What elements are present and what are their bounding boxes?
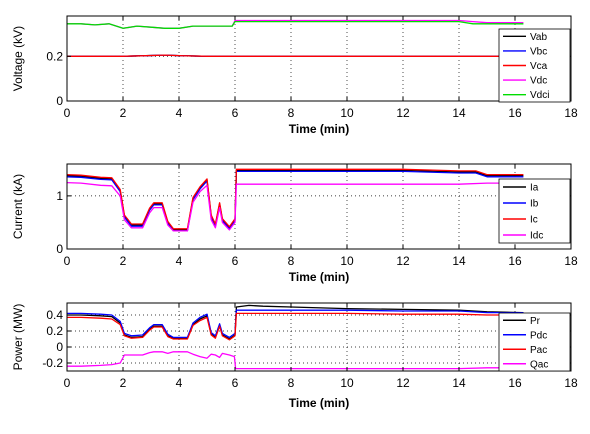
legend-label-pdc: Pdc <box>530 330 547 341</box>
x-tick-label: 6 <box>232 254 239 268</box>
legend-label-vab: Vab <box>530 32 547 43</box>
legend: Pr Pdc Pac Qac <box>498 312 571 372</box>
x-tick-label: 14 <box>452 254 466 268</box>
plot-panel-1: 0 2 4 6 8 10 12 14 16 18 0 0.2 Time (min) Voltage (kV… <box>11 15 578 136</box>
x-tick-label: 16 <box>508 376 522 390</box>
series-group <box>67 19 524 57</box>
legend-label-qac: Qac <box>530 359 548 370</box>
legend: Ia Ib Ic Idc <box>498 178 571 244</box>
x-tick-label: 8 <box>288 106 295 120</box>
x-tick-label: 14 <box>452 106 466 120</box>
axes-frame <box>66 163 572 250</box>
legend-label-pac: Pac <box>530 345 547 356</box>
series-line-pr <box>67 304 524 340</box>
x-tick-label: 6 <box>232 376 239 390</box>
series-line-ic <box>67 168 524 230</box>
series-group <box>67 168 524 232</box>
plot-area <box>67 303 571 371</box>
x-tick-label: 18 <box>564 106 578 120</box>
y-tick-label: 0 <box>56 242 63 256</box>
x-tick-label: 10 <box>340 254 354 268</box>
legend-label-idc: Idc <box>530 231 543 242</box>
series-group <box>67 304 524 370</box>
legend: Vab Vbc Vca Vdc Vdci <box>498 28 571 103</box>
x-tick-label: 6 <box>232 106 239 120</box>
x-tick-label: 8 <box>288 254 295 268</box>
x-tick-label: 10 <box>340 106 354 120</box>
y-axis-label: Voltage (kV) <box>11 26 25 91</box>
legend-label-ia: Ia <box>530 183 539 194</box>
x-tick-label: 12 <box>396 106 410 120</box>
legend-label-vdc: Vdc <box>530 76 547 87</box>
x-tick-label: 16 <box>508 254 522 268</box>
y-axis-label: Power (MW) <box>11 304 25 371</box>
axes-frame <box>66 302 572 372</box>
x-tick-label: 8 <box>288 376 295 390</box>
x-tick-label: 12 <box>396 376 410 390</box>
x-tick-label: 2 <box>120 254 127 268</box>
x-tick-label: 16 <box>508 106 522 120</box>
y-tick-label: -0.2 <box>42 356 63 370</box>
x-tick-label: 18 <box>564 254 578 268</box>
x-tick-label: 18 <box>564 376 578 390</box>
x-tick-label: 2 <box>120 376 127 390</box>
x-axis-label: Time (min) <box>289 270 349 284</box>
series-line-idc <box>67 181 524 232</box>
x-tick-label: 12 <box>396 254 410 268</box>
y-tick-label: 0.2 <box>46 49 63 63</box>
series-line-vdci <box>67 20 524 29</box>
legend-label-pr: Pr <box>530 316 541 327</box>
legend-label-vdci: Vdci <box>530 90 549 101</box>
x-tick-label: 2 <box>120 106 127 120</box>
legend-box <box>498 178 571 244</box>
series-line-vca <box>67 54 524 57</box>
x-tick-label: 4 <box>176 254 183 268</box>
legend-label-ic: Ic <box>530 215 538 226</box>
axes-frame <box>66 15 572 102</box>
series-line-qac <box>67 351 524 370</box>
x-tick-label: 4 <box>176 106 183 120</box>
series-line-pdc <box>67 309 524 339</box>
plot-area <box>67 16 571 101</box>
x-tick-label: 10 <box>340 376 354 390</box>
legend-box <box>498 312 571 372</box>
x-tick-label: 0 <box>64 254 71 268</box>
plot-panel-2: 0 2 4 6 8 10 12 14 16 18 0 1 Time (min) Current (kA) I… <box>11 163 578 284</box>
y-tick-label: 0.2 <box>46 324 63 338</box>
y-axis-label: Current (kA) <box>11 174 25 239</box>
x-axis-label: Time (min) <box>289 122 349 136</box>
legend-label-vbc: Vbc <box>530 46 547 57</box>
legend-label-vca: Vca <box>530 61 548 72</box>
legend-label-ib: Ib <box>530 199 539 210</box>
y-tick-label: 1 <box>56 189 63 203</box>
x-axis-label: Time (min) <box>289 396 349 410</box>
x-tick-label: 14 <box>452 376 466 390</box>
x-tick-label: 4 <box>176 376 183 390</box>
y-tick-label: 0 <box>56 340 63 354</box>
y-tick-label: 0 <box>56 94 63 108</box>
series-line-pac <box>67 312 524 341</box>
x-tick-label: 0 <box>64 376 71 390</box>
y-tick-label: 0.4 <box>46 308 63 322</box>
x-tick-label: 0 <box>64 106 71 120</box>
